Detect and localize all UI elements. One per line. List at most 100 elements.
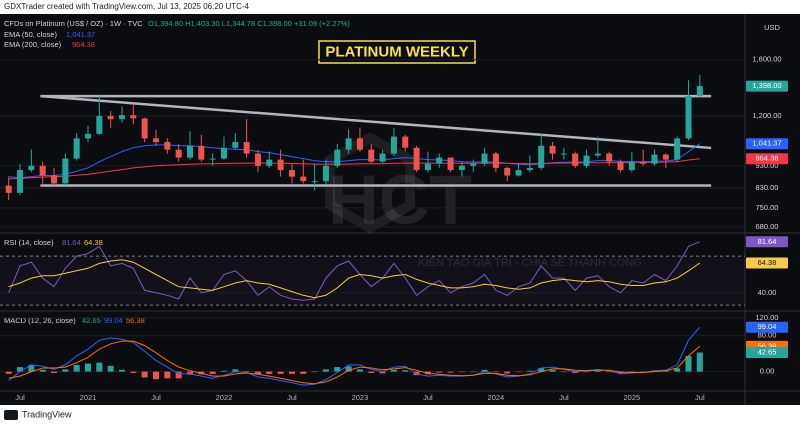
histogram-bar [594, 370, 601, 372]
chart-title: PLATINUM WEEKLY [325, 43, 468, 60]
histogram-bar [220, 370, 227, 372]
candle-body [266, 159, 273, 166]
candle-body [51, 175, 58, 184]
histogram-bar [549, 369, 556, 372]
footer-logo [4, 410, 18, 420]
footer-brand: TradingView [22, 409, 72, 419]
histogram-bar [130, 371, 137, 373]
price-label-box [746, 347, 788, 359]
y-tick-label: 1,200.00 [752, 111, 781, 120]
candle-body [334, 149, 341, 166]
y-tick-label: 680.00 [756, 222, 779, 231]
candle-body [572, 153, 579, 166]
candle-body [685, 95, 692, 139]
candle-body [288, 170, 295, 177]
x-tick-label: 2023 [352, 393, 369, 402]
histogram-bar [311, 371, 318, 373]
histogram-bar [51, 371, 58, 373]
histogram-bar [504, 371, 511, 374]
histogram-bar [640, 371, 647, 373]
histogram-bar [696, 352, 703, 372]
candle-body [413, 147, 420, 171]
price-label: 56.38 [758, 341, 777, 350]
candle-body [674, 138, 681, 160]
candle-body [594, 153, 601, 156]
legend-value: 56.38 [126, 316, 145, 325]
histogram-bar [5, 371, 12, 374]
price-label-box [746, 321, 788, 333]
candle-body [504, 167, 511, 176]
price-label: 964.38 [756, 154, 779, 163]
candle-body [300, 176, 307, 182]
candle-body [175, 149, 182, 158]
y-tick-label: 40.00 [758, 288, 777, 297]
x-tick-label: Jul [423, 393, 433, 402]
candle-body [130, 115, 137, 119]
x-tick-label: 2025 [624, 393, 641, 402]
price-label-box [746, 138, 788, 150]
currency: USD [764, 23, 780, 32]
histogram-bar [243, 371, 250, 372]
histogram-bar [685, 355, 692, 372]
symbol: CFDs on Platinum (US$ / OZ) · 1W · TVC [4, 19, 143, 28]
macd-title: MACD (12, 26, close) [4, 316, 76, 325]
top-bar [0, 0, 800, 14]
histogram-bar [186, 371, 193, 375]
watermark-tagline: KIẾN TẠO GIÁ TRỊ - CHIA SẺ THÀNH CÔNG [418, 256, 642, 269]
indicator-line [8, 259, 701, 299]
candle-body [606, 153, 613, 162]
x-tick-label: Jul [287, 393, 297, 402]
candle-body [96, 115, 103, 134]
candle-body [424, 163, 431, 171]
histogram-bar [300, 371, 307, 374]
histogram-bar [481, 369, 488, 372]
histogram-bar [379, 371, 386, 374]
candle-body [85, 133, 92, 139]
candle-body [220, 147, 227, 159]
histogram-bar [390, 369, 397, 372]
chart-background [0, 14, 800, 405]
price-label-box [746, 153, 788, 165]
price-label: 99.04 [758, 322, 777, 331]
candle-body [481, 153, 488, 164]
histogram-bar [175, 371, 182, 379]
candle-body [28, 165, 35, 171]
candle-body [254, 153, 261, 166]
y-tick-label: 830.00 [756, 183, 779, 192]
candle-body [232, 142, 239, 148]
candle-body [141, 118, 148, 139]
candle-body [402, 136, 409, 148]
histogram-bar [96, 362, 103, 372]
histogram-bar [164, 371, 171, 379]
histogram-bar [458, 371, 465, 373]
credit: GDXTrader created with TradingView.com, … [4, 2, 250, 11]
histogram-bar [288, 371, 295, 374]
histogram-bar [322, 369, 329, 372]
histogram-bar [368, 371, 375, 373]
footer-bar [0, 405, 800, 425]
histogram-bar [538, 368, 545, 372]
histogram-bar [515, 371, 522, 373]
candle-body [186, 145, 193, 158]
histogram-bar [277, 371, 284, 374]
rsi-title: RSI (14, close) [4, 238, 54, 247]
candle-body [209, 158, 216, 160]
price-label-box [746, 236, 788, 248]
candle-body [5, 185, 12, 193]
histogram-bar [266, 371, 273, 374]
trendline [40, 94, 712, 150]
candle-body [538, 145, 545, 168]
indicator-line [8, 241, 700, 301]
candle-body [345, 138, 352, 150]
y-tick-label: 80.00 [758, 331, 777, 340]
histogram-bar [152, 371, 159, 380]
legend-value: 964.38 [72, 40, 95, 49]
price-label-box [746, 257, 788, 269]
price-label-box [746, 80, 788, 92]
histogram-bar [436, 371, 443, 373]
watermark: HCT [328, 160, 472, 238]
x-tick-label: Jul [151, 393, 161, 402]
legend-value: 42.65 [82, 316, 101, 325]
